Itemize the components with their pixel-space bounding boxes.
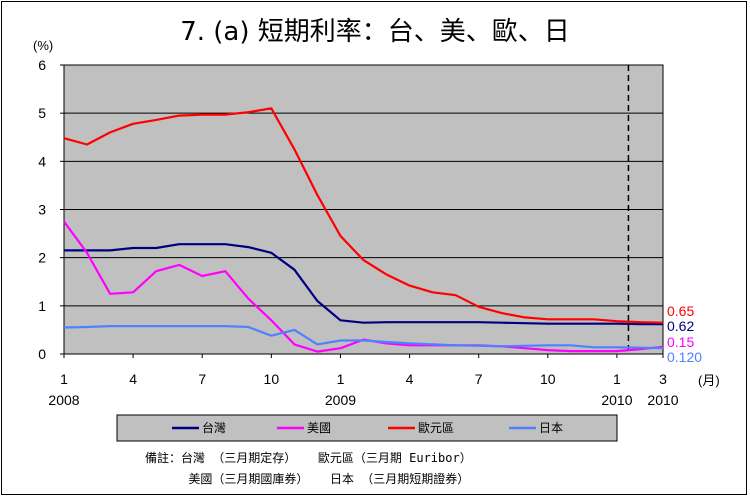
y-unit-label: (%) bbox=[33, 38, 53, 53]
end-value-label: 0.65 bbox=[667, 303, 694, 319]
series-line bbox=[63, 325, 664, 350]
x-year-label: 2008 bbox=[48, 392, 79, 408]
x-tick-label: 7 bbox=[198, 371, 206, 387]
x-tick-label: 1 bbox=[337, 371, 345, 387]
x-tick-label: 10 bbox=[264, 371, 280, 387]
y-tick-label: 3 bbox=[38, 202, 46, 218]
series-line bbox=[63, 107, 664, 324]
x-tick-label: 4 bbox=[129, 371, 137, 387]
footnote-line-2: 美國（三月期國庫券） 日本 （三月期短期證券） bbox=[145, 471, 469, 486]
legend-entry-label: 歐元區 bbox=[418, 420, 454, 435]
legend-entry-label: 台灣 bbox=[202, 420, 226, 435]
y-tick-label: 6 bbox=[38, 57, 46, 73]
end-value-label: 0.120 bbox=[667, 349, 702, 365]
y-tick-label: 4 bbox=[38, 153, 46, 169]
legend-entry-label: 美國 bbox=[307, 421, 331, 435]
y-tick-label: 1 bbox=[38, 298, 46, 314]
x-year-label: 2009 bbox=[325, 392, 356, 408]
x-year-label: 2010 bbox=[601, 392, 632, 408]
x-tick-label: 4 bbox=[406, 371, 414, 387]
series-line bbox=[64, 243, 663, 326]
end-value-label: 0.15 bbox=[667, 334, 694, 350]
footnote-line-1: 備註：台灣 （三月期定存） 歐元區（三月期 Euribor） bbox=[145, 450, 472, 465]
x-year-label: 2010 bbox=[647, 392, 678, 408]
x-tick-label: 1 bbox=[613, 371, 621, 387]
x-tick-label: 10 bbox=[540, 371, 556, 387]
x-tick-label: 3 bbox=[659, 371, 667, 387]
y-tick-label: 0 bbox=[38, 346, 46, 362]
y-tick-label: 2 bbox=[38, 250, 46, 266]
chart-title: 7. (a) 短期利率：台、美、歐、日 bbox=[180, 17, 570, 47]
x-tick-label: 7 bbox=[475, 371, 483, 387]
y-tick-label: 5 bbox=[38, 105, 46, 121]
x-unit-label: (月) bbox=[698, 373, 720, 388]
end-value-label: 0.62 bbox=[667, 318, 694, 334]
x-tick-label: 1 bbox=[60, 371, 68, 387]
legend-entry-label: 日本 bbox=[539, 421, 563, 435]
